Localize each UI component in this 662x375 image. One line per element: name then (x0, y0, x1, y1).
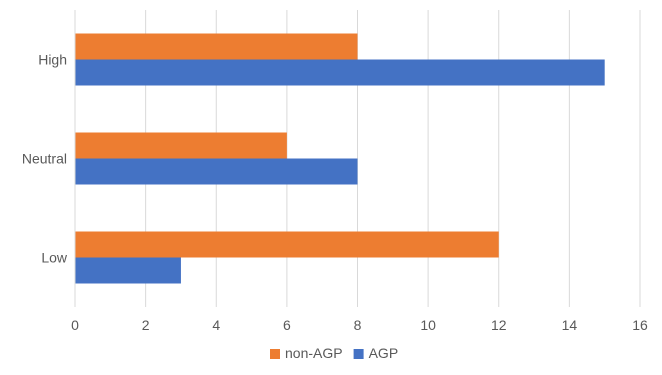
bar-agp-neutral (75, 158, 358, 185)
legend-label: non-AGP (285, 345, 343, 361)
axes: 0 2 4 6 8 10 12 14 16 High Neutral Low (22, 10, 648, 333)
x-tick-label: 8 (354, 317, 362, 333)
x-tick-label: 0 (71, 317, 79, 333)
bar-agp-low (75, 257, 181, 284)
legend-label: AGP (369, 345, 399, 361)
y-category-label: Neutral (22, 151, 67, 167)
x-tick-label: 14 (562, 317, 578, 333)
x-tick-label: 6 (283, 317, 291, 333)
y-category-label: High (38, 52, 67, 68)
legend: non-AGP AGP (270, 345, 398, 361)
y-category-label: Low (41, 250, 68, 266)
legend-swatch (270, 349, 280, 359)
x-tick-label: 2 (142, 317, 150, 333)
bar-non-agp-high (75, 33, 358, 60)
bar-agp-high (75, 59, 605, 86)
legend-swatch (353, 349, 364, 359)
x-tick-label: 12 (491, 317, 507, 333)
x-tick-label: 16 (632, 317, 648, 333)
bar-non-agp-low (75, 231, 499, 258)
bars (75, 33, 605, 284)
x-tick-label: 10 (420, 317, 436, 333)
x-tick-label: 4 (212, 317, 220, 333)
bar-non-agp-neutral (75, 132, 287, 159)
